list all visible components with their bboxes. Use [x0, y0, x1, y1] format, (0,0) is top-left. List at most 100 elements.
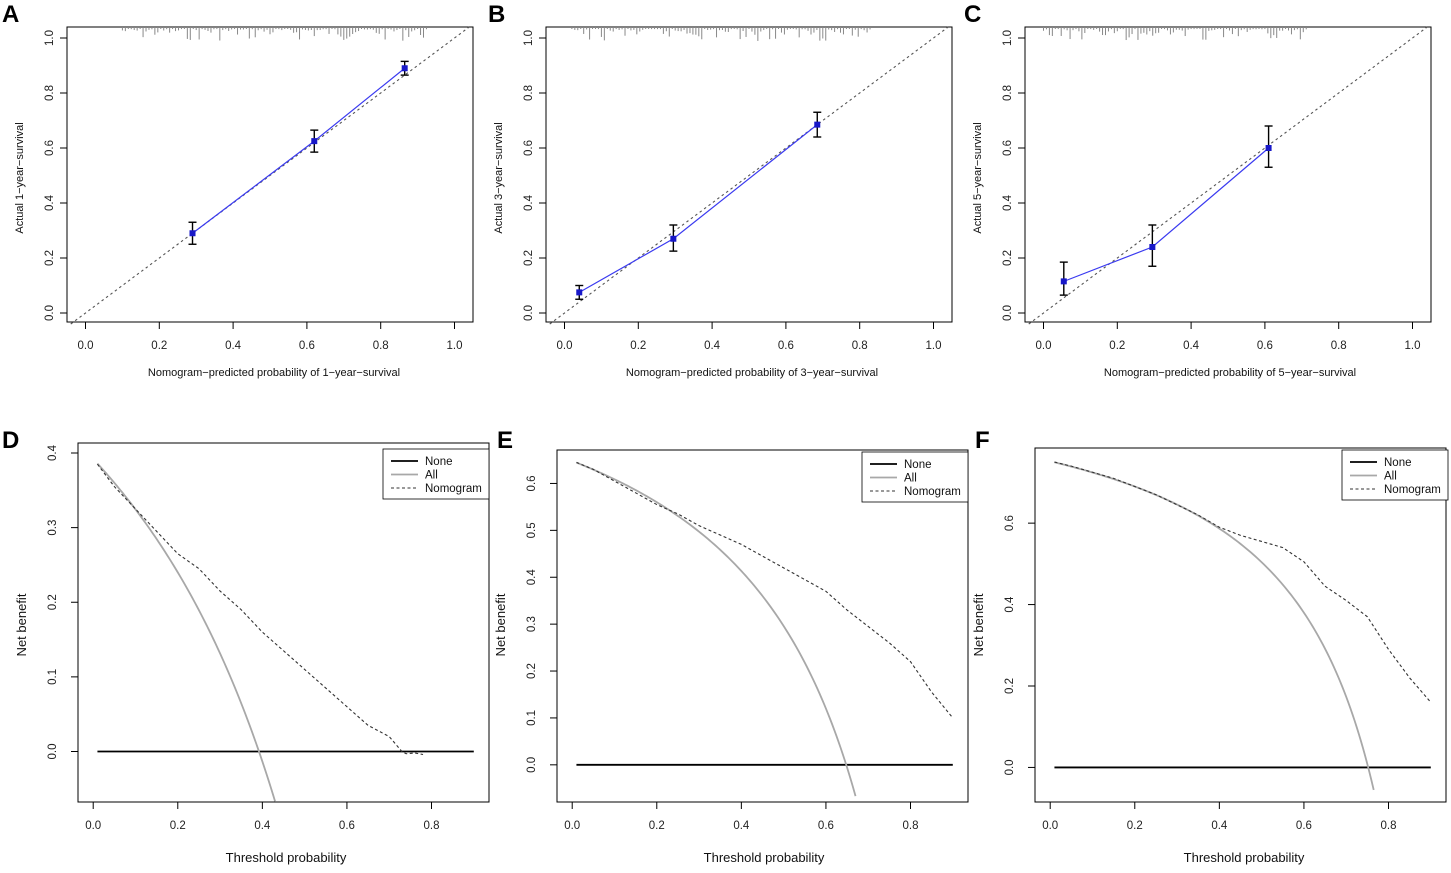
y-tick-label: 0.6: [523, 140, 535, 156]
x-axis-label: Nomogram−predicted probability of 5−year…: [1104, 367, 1356, 379]
calibration-point: [401, 65, 408, 72]
x-axis-label: Threshold probability: [226, 850, 347, 865]
y-tick-label: 0.8: [523, 85, 535, 101]
y-tick-label: 0.5: [526, 522, 538, 538]
x-tick-label: 0.2: [630, 340, 646, 352]
calibration-point: [311, 138, 318, 145]
curves: [576, 461, 954, 797]
x-tick-label: 0.6: [299, 340, 315, 352]
calibration-panel-a: A 0.0 0.2 0.4 0.6 0.8 1.0 0.0 0.2 0.4 0.6 0.8 1.0 Nom…: [2, 1, 474, 379]
y-axis-label: Net benefit: [493, 593, 508, 656]
y-axis-label: Actual 1−year−survival: [14, 122, 26, 233]
x-tick-label: 0.4: [733, 820, 750, 832]
y-axis-label: Actual 5−year−survival: [972, 122, 984, 233]
panel-letter: B: [488, 1, 505, 28]
nomogram-line: [96, 463, 424, 756]
plot-frame: [77, 442, 490, 803]
panel-letter: D: [2, 427, 19, 454]
y-axis-label: Actual 3−year−survival: [493, 122, 505, 233]
plot-frame: [1024, 26, 1432, 323]
calibration-point-group: [188, 221, 197, 245]
calibration-point: [1149, 244, 1156, 250]
x-tick-label: 0.4: [1183, 340, 1200, 352]
calibration-point-group: [1264, 125, 1273, 168]
y-tick-label: 0.2: [523, 250, 535, 266]
legend-label-nomogram: Nomogram: [904, 486, 961, 498]
x-tick-label: 0.8: [1381, 820, 1397, 832]
x-tick-label: 0.8: [424, 820, 440, 832]
prediction-rug: [571, 27, 871, 41]
y-tick-label: 0.3: [47, 520, 59, 536]
panel-letter: F: [975, 427, 990, 454]
curves: [96, 462, 474, 802]
legend-label-none: None: [425, 456, 453, 468]
x-axis-label: Threshold probability: [704, 850, 825, 865]
y-tick-label: 0.1: [526, 710, 538, 726]
x-tick-label: 0.2: [170, 820, 186, 832]
legend-label-none: None: [1384, 457, 1412, 469]
y-tick-label: 0.2: [44, 250, 56, 266]
calibration-point-group: [400, 60, 409, 76]
y-tick-label: 0.4: [1004, 596, 1016, 613]
y-tick-label: 0.1: [47, 669, 59, 685]
all-line: [1054, 461, 1375, 791]
panel-letter: A: [2, 1, 19, 28]
x-tick-label: 0.4: [254, 820, 271, 832]
y-tick-label: 0.0: [1004, 759, 1016, 775]
y-tick-label: 0.2: [1004, 678, 1016, 694]
y-tick-label: 1.0: [523, 30, 535, 46]
y-tick-label: 1.0: [44, 30, 56, 46]
y-tick-label: 0.0: [526, 757, 538, 773]
y-tick-label: 0.0: [523, 305, 535, 321]
x-tick-label: 0.0: [1042, 820, 1058, 832]
prediction-rug: [121, 27, 427, 41]
calibration-point: [189, 230, 196, 237]
x-tick-label: 1.0: [926, 340, 942, 352]
legend-label-none: None: [904, 459, 932, 471]
curves: [1054, 461, 1432, 791]
x-tick-label: 0.6: [778, 340, 794, 352]
x-tick-label: 0.0: [85, 820, 101, 832]
calibration-point: [670, 235, 677, 242]
all-line: [96, 462, 276, 802]
y-tick-label: 0.0: [1002, 305, 1014, 321]
x-tick-label: 0.8: [903, 820, 919, 832]
calibration-point-group: [1148, 224, 1157, 267]
decision-curve-panel-f: F 0.0 0.2 0.4 0.6 0.8 0.0 0.2 0.4 0.6 Threshold pr…: [971, 427, 1449, 865]
x-axis-label: Threshold probability: [1184, 850, 1305, 865]
x-tick-label: 0.2: [1109, 340, 1125, 352]
x-tick-label: 0.6: [1296, 820, 1312, 832]
calibration-point-group: [813, 111, 822, 138]
panel-letter: E: [497, 427, 513, 454]
y-tick-label: 0.2: [526, 663, 538, 679]
calibration-point: [1265, 145, 1272, 151]
y-tick-label: 0.6: [44, 140, 56, 156]
x-tick-label: 0.0: [564, 820, 580, 832]
x-tick-label: 0.8: [852, 340, 868, 352]
plot-frame: [545, 26, 953, 323]
x-tick-label: 0.4: [704, 340, 721, 352]
ideal-reference-line: [549, 26, 949, 325]
calibration-point-group: [575, 284, 584, 300]
y-tick-label: 0.0: [47, 743, 59, 759]
y-tick-label: 0.2: [47, 594, 59, 610]
x-tick-label: 1.0: [1405, 340, 1421, 352]
y-tick-label: 0.4: [47, 444, 59, 461]
legend-label-nomogram: Nomogram: [1384, 484, 1441, 496]
x-tick-label: 0.6: [818, 820, 834, 832]
decision-curve-panel-e: E 0.0 0.2 0.4 0.6 0.8 0.0 0.1 0.2 0.3 0.4 0.5 0.6 Thr…: [493, 427, 969, 865]
panel-letter: C: [964, 1, 981, 28]
legend-label-all: All: [425, 470, 438, 482]
ideal-reference-line: [1028, 26, 1428, 325]
x-tick-label: 0.4: [1211, 820, 1228, 832]
y-tick-label: 0.8: [44, 85, 56, 101]
y-tick-label: 0.4: [44, 194, 56, 211]
plot-frame: [556, 449, 969, 803]
plot-frame: [1034, 447, 1447, 803]
legend-label-all: All: [1384, 471, 1397, 483]
x-tick-label: 0.2: [151, 340, 167, 352]
y-axis-label: Net benefit: [14, 593, 29, 656]
y-tick-label: 0.4: [1002, 194, 1014, 211]
